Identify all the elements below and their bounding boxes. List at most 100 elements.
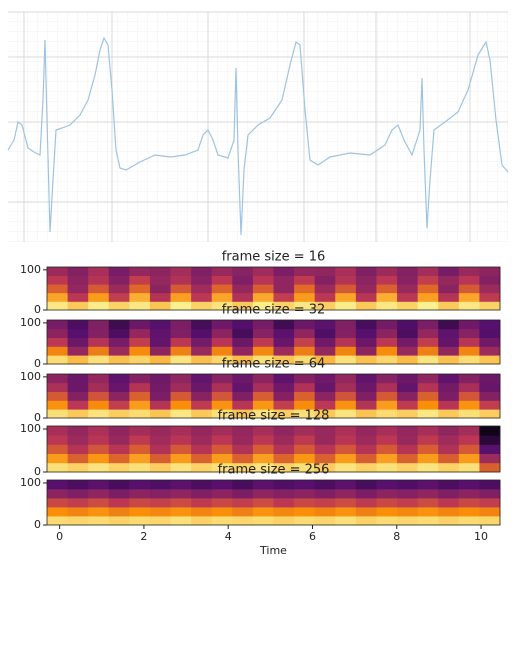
spectrogram-cell — [335, 355, 357, 365]
spectrogram-cell — [108, 435, 130, 445]
spectrogram-cell — [458, 400, 480, 410]
spectrogram-cell — [149, 382, 171, 392]
spectrogram-cell — [129, 267, 151, 276]
spectrogram-cell — [129, 320, 151, 330]
spectrogram-cell — [417, 462, 439, 473]
spectrogram-cell — [479, 409, 501, 419]
spectrogram-cell — [108, 267, 130, 276]
spectrogram-cell — [355, 462, 377, 473]
spectrogram-cell — [129, 391, 151, 401]
spectrogram-cell — [458, 328, 480, 338]
spectrogram-cell — [211, 337, 233, 347]
spectrogram-cell — [314, 328, 336, 338]
spectrogram-cell — [376, 267, 398, 276]
spectrogram-cell — [129, 382, 151, 392]
spectrogram-cell — [67, 435, 89, 445]
spectrogram-cell — [88, 507, 110, 517]
spectrogram-cell — [273, 409, 295, 419]
spectrogram-cell — [170, 267, 192, 276]
spectrogram-cell — [458, 462, 480, 473]
spectrogram-cell — [273, 382, 295, 392]
spectrogram-cell — [47, 400, 68, 410]
spectrogram-cell — [67, 507, 89, 517]
spectrogram-cell — [170, 444, 192, 454]
spectrogram-cell — [108, 355, 130, 365]
panel-title: frame size = 32 — [222, 303, 326, 318]
spectrogram-cell — [294, 292, 316, 302]
spectrogram-cell — [88, 382, 110, 392]
spectrogram-cell — [191, 426, 213, 436]
spectrogram-cell — [88, 275, 110, 285]
spectrogram-cell — [335, 328, 357, 338]
spectrogram-cell — [294, 320, 316, 330]
spectrogram-cell — [88, 444, 110, 454]
spectrogram-cell — [67, 301, 89, 311]
spectrogram-cell — [191, 320, 213, 330]
spectrogram-cell — [314, 480, 336, 490]
spectrogram-cell — [252, 516, 274, 526]
spectrogram-cell — [438, 507, 460, 517]
spectrogram-cell — [232, 462, 254, 473]
spectrogram-cell — [88, 489, 110, 499]
y-tick-label: 100 — [20, 476, 41, 489]
spectrogram-cell — [397, 409, 419, 419]
y-tick-label: 0 — [34, 303, 41, 316]
spectrogram-cell — [294, 267, 316, 276]
spectrogram-cell — [438, 409, 460, 419]
spectrogram-cell — [67, 328, 89, 338]
spectrogram-cell — [397, 516, 419, 526]
spectrogram-cell — [355, 346, 377, 356]
spectrogram-cell — [170, 355, 192, 365]
spectrogram-cell — [232, 346, 254, 356]
spectrogram-cell — [252, 444, 274, 454]
spectrogram-cell — [232, 453, 254, 464]
spectrogram-cell — [191, 435, 213, 445]
spectrogram-cell — [294, 355, 316, 365]
spectrogram-cell — [355, 355, 377, 365]
spectrogram-cell — [314, 320, 336, 330]
spectrogram-cell — [67, 480, 89, 490]
spectrogram-cell — [355, 507, 377, 517]
spectrogram-cell — [149, 355, 171, 365]
spectrogram-cell — [88, 453, 110, 464]
spectrogram-cell — [273, 337, 295, 347]
spectrogram-cell — [273, 355, 295, 365]
spectrogram-cell — [170, 426, 192, 436]
spectrogram-cell — [294, 453, 316, 464]
spectrogram-cell — [376, 489, 398, 499]
spectrogram-cell — [252, 382, 274, 392]
spectrogram-cell — [479, 275, 501, 285]
spectrogram-cell — [129, 498, 151, 508]
spectrogram-cell — [88, 267, 110, 276]
spectrogram-cell — [170, 382, 192, 392]
spectrogram-cell — [294, 374, 316, 384]
y-tick-label: 0 — [34, 518, 41, 531]
spectrogram-cell — [438, 292, 460, 302]
spectrogram-cell — [47, 328, 68, 338]
spectrogram-cell — [376, 426, 398, 436]
spectrogram-cell — [232, 444, 254, 454]
spectrogram-cell — [211, 435, 233, 445]
spectrogram-cell — [211, 444, 233, 454]
spectrogram-cell — [232, 507, 254, 517]
spectrogram-cell — [376, 355, 398, 365]
spectrogram-cell — [67, 444, 89, 454]
spectrogram-cell — [129, 374, 151, 384]
spectrogram-cell — [294, 328, 316, 338]
spectrogram-cell — [335, 498, 357, 508]
spectrogram-cell — [273, 516, 295, 526]
spectrogram-cell — [149, 444, 171, 454]
major-grid — [23, 12, 471, 242]
spectrogram-cell — [129, 489, 151, 499]
spectrogram-cell — [479, 301, 501, 311]
spectrogram-cell — [376, 516, 398, 526]
spectrogram-cell — [211, 462, 233, 473]
spectrogram-cell — [355, 391, 377, 401]
spectrogram-cell — [479, 328, 501, 338]
spectrogram-cell — [191, 337, 213, 347]
spectrogram-cell — [170, 275, 192, 285]
spectrogram-cell — [294, 507, 316, 517]
spectrogram-cell — [129, 346, 151, 356]
spectrogram-cell — [458, 480, 480, 490]
